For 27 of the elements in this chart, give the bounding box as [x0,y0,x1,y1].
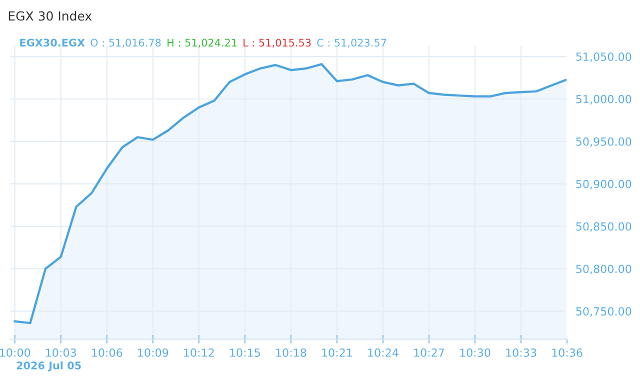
chart-title: EGX 30 Index [8,11,92,21]
y-tick-label: 50,850.00 [576,222,632,232]
x-tick-label: 10:36 [552,348,582,357]
y-tick-label: 50,900.00 [576,180,632,190]
x-tick-label: 10:12 [184,348,214,357]
x-tick-label: 10:33 [506,348,536,357]
y-tick-label: 51,000.00 [576,94,632,104]
annotation: EGX30.EGX [20,38,85,47]
y-tick-label: 50,800.00 [576,264,632,274]
y-tick-label: 51,050.00 [576,52,632,62]
x-tick-label: 10:03 [46,348,76,357]
annotation: H : 51,024.21 [168,38,237,48]
annotation: O : 51,016.78 [90,38,161,48]
annotation: C : 51,023.57 [317,38,386,48]
x-tick-label: 10:21 [322,348,352,357]
annotation: L : 51,015.53 [244,38,311,48]
text: 2026 Jul 05 [16,361,81,372]
x-tick-label: 10:06 [92,348,122,357]
x-tick-label: 10:30 [460,348,490,357]
x-tick-label: 10:09 [138,348,168,357]
x-tick-label: 10:18 [276,348,306,357]
y-tick-label: 50,750.00 [576,307,632,317]
y-tick-label: 50,950.00 [576,137,632,147]
x-tick-label: 10:24 [368,348,398,357]
x-tick-label: 10:15 [230,348,260,357]
x-tick-label: 10:00 [0,348,30,357]
x-tick-label: 10:27 [414,348,444,357]
